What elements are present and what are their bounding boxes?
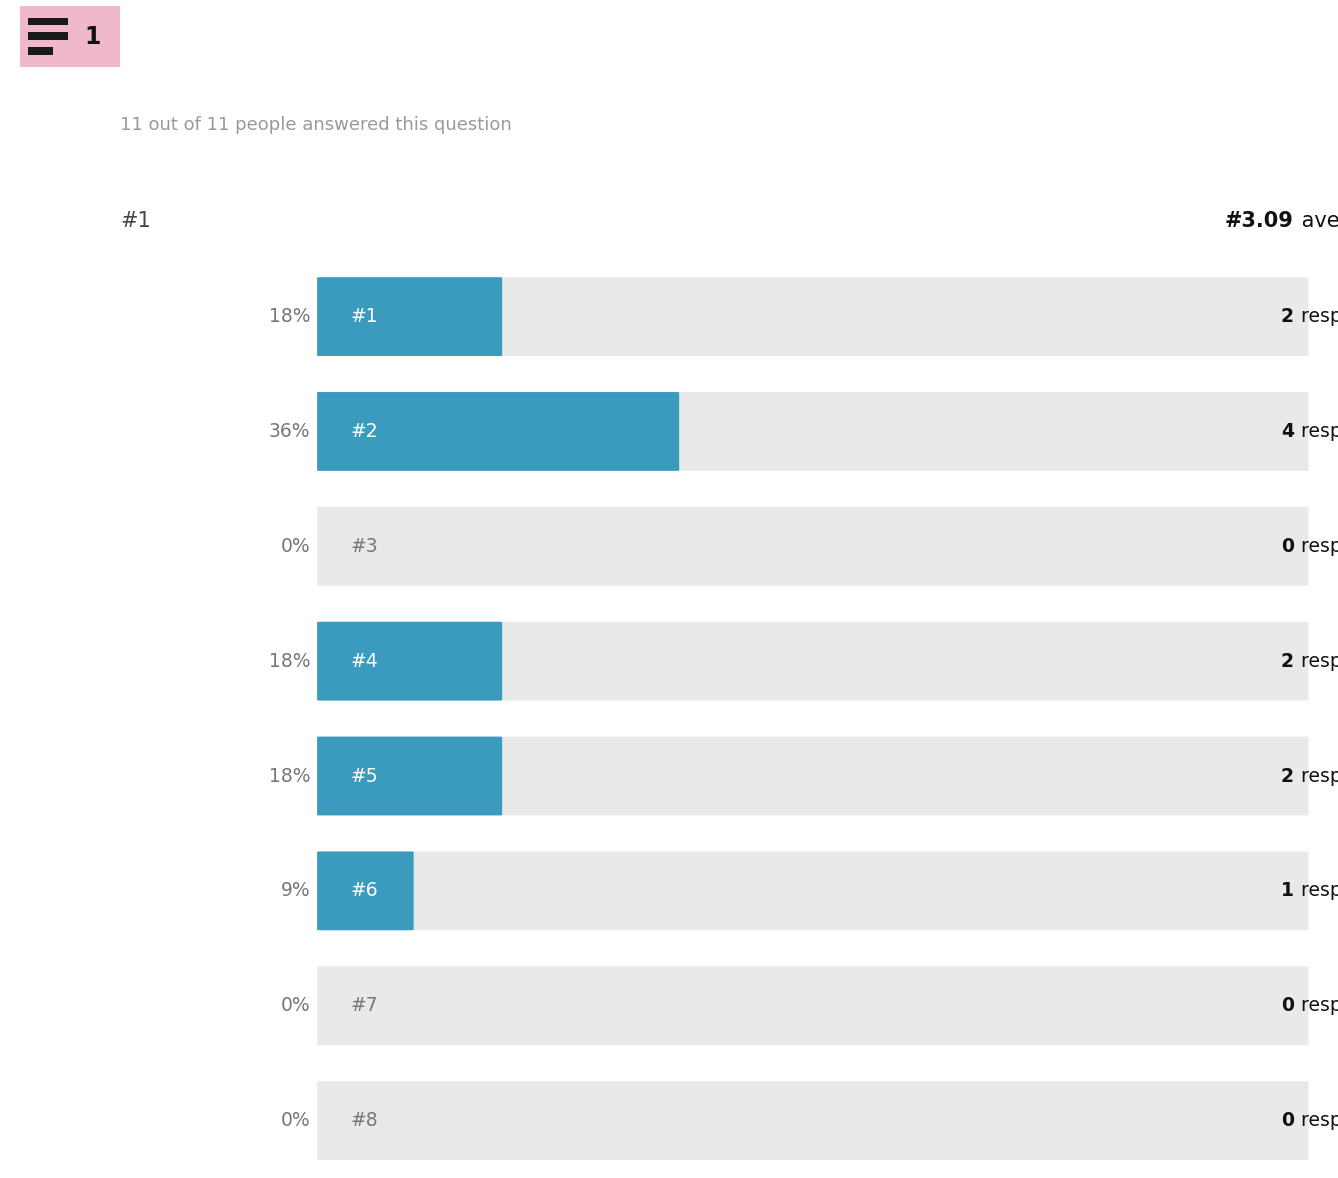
Text: #6: #6 [351, 881, 379, 900]
Bar [28, 47, 54, 55]
Text: #5: #5 [351, 767, 379, 786]
Text: 0: 0 [1280, 997, 1294, 1015]
Text: responses: responses [1295, 537, 1338, 556]
FancyBboxPatch shape [317, 622, 502, 701]
FancyBboxPatch shape [317, 966, 1309, 1045]
Text: 0: 0 [1280, 1111, 1294, 1130]
FancyBboxPatch shape [317, 622, 1309, 701]
FancyBboxPatch shape [317, 852, 413, 931]
FancyBboxPatch shape [317, 277, 502, 356]
Text: #1: #1 [351, 307, 379, 326]
Bar [28, 32, 68, 40]
Text: responses: responses [1295, 767, 1338, 786]
Text: responses: responses [1295, 422, 1338, 441]
Text: 36%: 36% [269, 422, 310, 441]
Text: #4: #4 [351, 651, 379, 670]
FancyBboxPatch shape [317, 736, 502, 815]
Text: #8: #8 [351, 1111, 379, 1130]
Text: responses: responses [1295, 997, 1338, 1015]
Text: 0%: 0% [281, 537, 310, 556]
FancyBboxPatch shape [317, 852, 1309, 931]
FancyBboxPatch shape [317, 1081, 1309, 1160]
Text: 4: 4 [1280, 422, 1294, 441]
Text: 9%: 9% [281, 881, 310, 900]
Bar [28, 18, 68, 26]
Text: #2: #2 [351, 422, 379, 441]
Text: 0: 0 [1280, 537, 1294, 556]
Text: response: response [1295, 881, 1338, 900]
Text: responses: responses [1295, 1111, 1338, 1130]
Text: 18%: 18% [269, 651, 310, 670]
FancyBboxPatch shape [317, 507, 1309, 585]
Text: 1: 1 [84, 25, 100, 48]
Text: average: average [1295, 212, 1338, 231]
Text: 11 out of 11 people answered this question: 11 out of 11 people answered this questi… [120, 115, 512, 134]
Text: responses: responses [1295, 651, 1338, 670]
Text: 0%: 0% [281, 997, 310, 1015]
FancyBboxPatch shape [317, 392, 1309, 471]
Text: 2: 2 [1280, 307, 1294, 326]
Text: #1: #1 [120, 212, 151, 231]
Text: 18%: 18% [269, 307, 310, 326]
FancyBboxPatch shape [317, 277, 1309, 356]
FancyBboxPatch shape [317, 736, 1309, 815]
Text: 2: 2 [1280, 767, 1294, 786]
Text: 2: 2 [1280, 651, 1294, 670]
Text: #3.09: #3.09 [1226, 212, 1294, 231]
Text: 18%: 18% [269, 767, 310, 786]
FancyBboxPatch shape [13, 1, 127, 72]
Text: 0%: 0% [281, 1111, 310, 1130]
Text: #3: #3 [351, 537, 379, 556]
Text: #7: #7 [351, 997, 379, 1015]
Text: responses: responses [1295, 307, 1338, 326]
FancyBboxPatch shape [317, 392, 680, 471]
Text: 1: 1 [1280, 881, 1294, 900]
